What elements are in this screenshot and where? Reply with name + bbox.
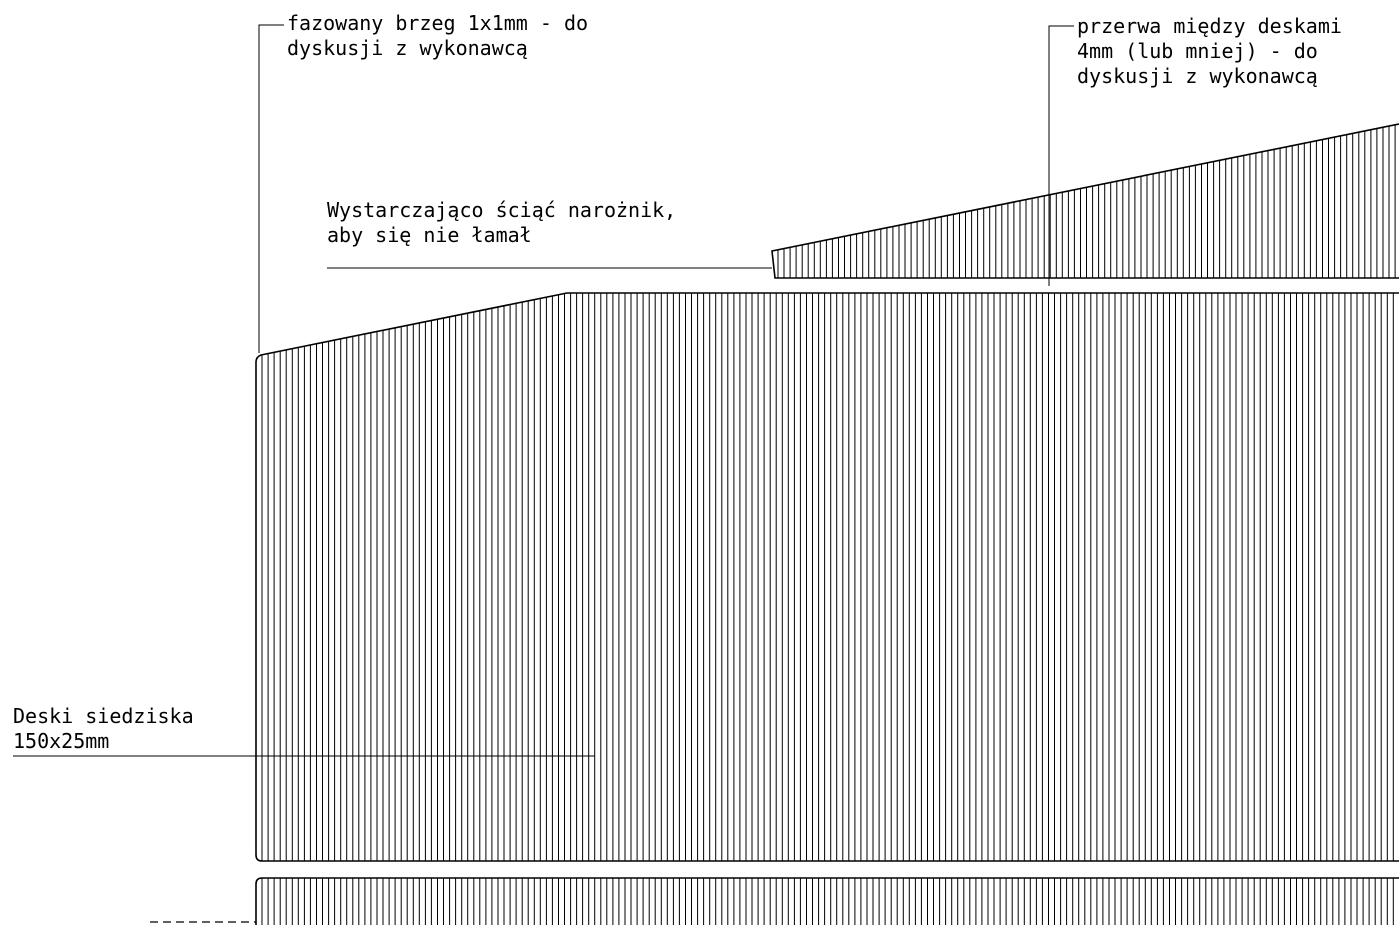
top-board-outline bbox=[771, 123, 1399, 279]
bottom-board-outline bbox=[255, 877, 1399, 925]
top-board-hatching bbox=[777, 124, 1396, 278]
corner-cut-note: Wystarczająco ściąć narożnik, aby się ni… bbox=[327, 198, 676, 248]
corner-cut-note-line-1: Wystarczająco ściąć narożnik, bbox=[327, 198, 677, 222]
gap-leader-line bbox=[1048, 25, 1074, 286]
main-board-outline bbox=[255, 292, 1399, 862]
chamfer-note-line-1: fazowany brzeg 1x1mm - do bbox=[287, 11, 589, 35]
seat-boards-note-line-1: Deski siedziska bbox=[13, 704, 194, 728]
chamfer-leader-line bbox=[258, 24, 284, 353]
gap-note-line-2: 4mm (lub mniej) - do bbox=[1077, 39, 1318, 63]
chamfer-note: fazowany brzeg 1x1mm - do dyskusji z wyk… bbox=[287, 11, 588, 61]
seat-boards-note: Deski siedziska 150x25mm bbox=[13, 704, 194, 754]
main-board-hatching bbox=[261, 293, 1394, 861]
chamfer-note-line-2: dyskusji z wykonawcą bbox=[287, 36, 528, 60]
seat-boards-note-line-2: 150x25mm bbox=[13, 729, 110, 753]
gap-note-line-3: dyskusji z wykonawcą bbox=[1077, 64, 1318, 88]
gap-note-line-1: przerwa między deskami bbox=[1077, 14, 1342, 38]
bottom-board-hatching bbox=[261, 878, 1394, 925]
corner-cut-note-line-2: aby się nie łamał bbox=[327, 223, 532, 247]
gap-note: przerwa między deskami 4mm (lub mniej) -… bbox=[1077, 14, 1342, 89]
